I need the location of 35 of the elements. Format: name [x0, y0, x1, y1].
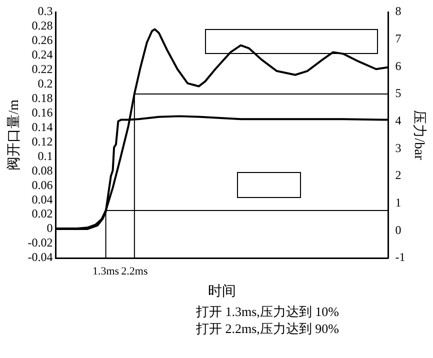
y-tick-label: 0.14 [32, 120, 53, 134]
y2-tick-label: 5 [395, 86, 402, 100]
y2-tick-label: 7 [395, 31, 402, 46]
y-tick-label: 0 [46, 221, 53, 236]
y2-tick-label: 0 [395, 222, 402, 237]
y-tick-label: 0.24 [32, 48, 53, 62]
y-tick-label: 0.1 [38, 148, 53, 163]
y2-tick-label: 4 [395, 113, 402, 128]
y-tick-label: -0.02 [28, 236, 53, 250]
y-tick-label: 0.16 [32, 105, 53, 120]
y-tick-label: 0.28 [32, 18, 53, 33]
y-tick-label: 0.04 [32, 192, 53, 206]
y-tick-label: 0.02 [32, 206, 53, 221]
y-tick-label: 0.06 [32, 178, 53, 192]
y-tick-label: 0.18 [32, 90, 53, 105]
y2-tick-label: 2 [395, 168, 402, 182]
text: 打开 1.3ms,压力达到 10% [196, 303, 339, 320]
y-tick-label: 0.3 [38, 4, 53, 18]
y2-tick-label: 6 [395, 58, 402, 73]
y2-tick-label: 1 [395, 195, 402, 210]
y-tick-label: -0.04 [28, 250, 53, 264]
y-axis-title: 阀开口量/m [6, 100, 22, 170]
x-axis-title: 时间 [208, 283, 236, 300]
y-tick-label: 0.12 [32, 134, 53, 148]
x-tick-label: 1.3ms [92, 265, 120, 278]
y2-tick-label: 8 [395, 4, 402, 18]
y-tick-label: 0.08 [32, 163, 53, 178]
y-tick-label: 0.2 [38, 76, 53, 91]
text: 打开 2.2ms,压力达到 90% [196, 320, 339, 337]
y-tick-label: 0.22 [32, 62, 53, 76]
y2-axis-title: 压力/bar [410, 110, 427, 160]
y-tick-label: 0.26 [32, 33, 53, 48]
y2-tick-label: -1 [395, 250, 406, 264]
x-tick-label: 2.2ms [121, 265, 148, 278]
y2-tick-label: 3 [395, 140, 402, 155]
